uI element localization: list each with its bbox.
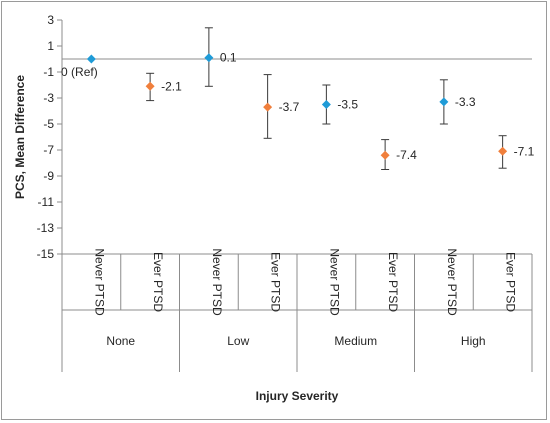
data-point-marker — [204, 53, 214, 63]
group-label: Medium — [334, 334, 377, 348]
y-tick-label: -11 — [38, 195, 55, 209]
category-label: Never PTSD — [210, 248, 224, 316]
x-axis-title: Injury Severity — [256, 389, 339, 403]
group-label: None — [106, 334, 135, 348]
category-label: Ever PTSD — [269, 252, 283, 312]
data-point-marker — [321, 100, 331, 109]
group-label: Low — [227, 334, 249, 348]
data-label: -3.7 — [279, 100, 300, 114]
group-label: High — [461, 334, 486, 348]
y-tick-label: -13 — [37, 221, 55, 235]
y-axis-title: PCS, Mean Difference — [13, 75, 27, 199]
data-point-marker — [439, 97, 449, 107]
data-label: -7.4 — [396, 148, 417, 162]
category-label: Ever PTSD — [504, 252, 518, 312]
y-tick-label: -5 — [43, 117, 54, 131]
axes — [57, 19, 533, 372]
data-label: -3.3 — [455, 95, 476, 109]
y-tick-label: -1 — [43, 65, 54, 79]
category-label: Never PTSD — [92, 248, 106, 316]
y-tick-label: -9 — [43, 169, 54, 183]
data-label: -7.1 — [514, 144, 535, 158]
data-point-marker — [380, 150, 390, 160]
data-label: 0 (Ref) — [61, 65, 98, 79]
y-tick-label: 1 — [47, 39, 54, 53]
y-tick-label: -3 — [43, 91, 54, 105]
data-point-marker — [145, 81, 155, 91]
data-point-marker — [263, 102, 273, 112]
category-label: Never PTSD — [327, 248, 341, 316]
data-label: -2.1 — [161, 79, 182, 93]
y-tick-label: 3 — [47, 13, 54, 27]
category-label: Ever PTSD — [151, 252, 165, 312]
data-point-marker — [498, 146, 508, 156]
category-labels: Never PTSD Ever PTSD None Never PTSD Ever PT… — [92, 248, 517, 348]
category-label: Ever PTSD — [386, 252, 400, 312]
y-tick-label: -15 — [37, 247, 55, 261]
data-label: 0.1 — [220, 51, 237, 65]
data-point-marker — [86, 54, 96, 64]
data-label: -3.5 — [337, 98, 358, 112]
y-tick-label: -7 — [43, 143, 54, 157]
category-label: Never PTSD — [445, 248, 459, 316]
data-points: 0 (Ref) -2.1 0.1 -3.7 -3.5 -7.4 -3.3 -7.1 — [61, 27, 535, 170]
y-tick-labels: 3 1 -1 -3 -5 -7 -9 -11 -13 -15 — [37, 13, 55, 261]
